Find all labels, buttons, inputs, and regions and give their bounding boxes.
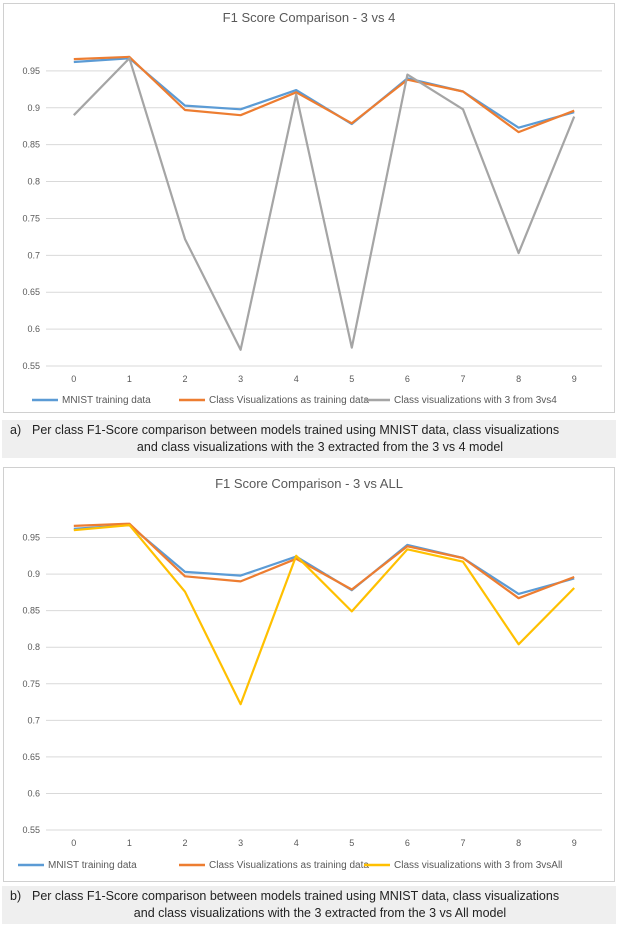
- x-tick-label: 5: [349, 838, 354, 848]
- x-tick-label: 8: [516, 838, 521, 848]
- series-line-2: [73, 55, 575, 134]
- x-tick-label: 9: [572, 374, 577, 384]
- y-tick-label: 0.9: [27, 103, 40, 113]
- x-tick-label: 6: [405, 838, 410, 848]
- x-tick-label: 2: [182, 838, 187, 848]
- y-tick-label: 0.7: [27, 715, 40, 725]
- x-tick-label: 6: [405, 374, 410, 384]
- y-tick-label: 0.75: [22, 213, 40, 223]
- caption-b-line2: and class visualizations with the 3 extr…: [133, 906, 507, 920]
- x-tick-label: 7: [460, 374, 465, 384]
- y-tick-label: 0.8: [27, 177, 40, 187]
- caption-a-line2: and class visualizations with the 3 extr…: [136, 440, 504, 454]
- chart-3vsall: F1 Score Comparison - 3 vs ALL 0.55 0.6 0.6…: [18, 476, 602, 871]
- x-tick-label: 0: [71, 838, 76, 848]
- y-tick-label: 0.8: [27, 642, 40, 652]
- x-tick-label: 1: [127, 838, 132, 848]
- y-tick-label: 0.75: [22, 679, 40, 689]
- y-tick-label: 0.55: [22, 361, 40, 371]
- y-tick-label: 0.6: [27, 324, 40, 334]
- series-line-3: [73, 523, 575, 706]
- x-tick-label: 0: [71, 374, 76, 384]
- y-tick-label: 0.9: [27, 569, 40, 579]
- series-line-3: [73, 57, 576, 351]
- chart-title: F1 Score Comparison - 3 vs ALL: [215, 476, 403, 491]
- x-tick-label: 4: [294, 374, 299, 384]
- caption-a-prefix: a): [10, 423, 22, 437]
- x-tick-label: 3: [238, 374, 243, 384]
- x-tick-label: 7: [460, 838, 465, 848]
- y-tick-label: 0.85: [22, 606, 40, 616]
- caption-b: b) Per class F1-Score comparison between…: [2, 886, 616, 924]
- x-tick-label: 8: [516, 374, 521, 384]
- caption-b-prefix: b): [10, 889, 22, 903]
- y-tick-label: 0.65: [22, 287, 40, 297]
- legend-label: MNIST training data: [62, 395, 151, 406]
- chart-3vs4: F1 Score Comparison - 3 vs 4 0.55 0.6 0.65 0…: [22, 10, 602, 406]
- y-tick-label: 0.6: [27, 788, 40, 798]
- chart-panel-3vsall: F1 Score Comparison - 3 vs ALL 0.55 0.6 0.6…: [3, 467, 615, 882]
- caption-a: a) Per class F1-Score comparison between…: [2, 420, 616, 458]
- y-tick-label: 0.65: [22, 752, 40, 762]
- chart-title: F1 Score Comparison - 3 vs 4: [223, 10, 396, 25]
- legend-label: Class visualizations with 3 from 3vs4: [394, 395, 557, 406]
- x-tick-label: 4: [294, 838, 299, 848]
- y-tick-label: 0.95: [22, 66, 40, 76]
- y-tick-label: 0.55: [22, 825, 40, 835]
- legend-label: Class Visualizations as training data: [209, 395, 369, 406]
- y-tick-label: 0.95: [22, 533, 40, 543]
- x-tick-label: 2: [182, 374, 187, 384]
- y-tick-label: 0.85: [22, 140, 40, 150]
- y-tick-label: 0.7: [27, 250, 40, 260]
- series-line-2: [73, 522, 575, 600]
- legend-label: MNIST training data: [48, 860, 137, 871]
- chart-panel-3vs4: F1 Score Comparison - 3 vs 4 0.55 0.6 0.65 0…: [3, 3, 615, 413]
- legend-label: Class Visualizations as training data: [209, 860, 369, 871]
- caption-b-line1: Per class F1-Score comparison between mo…: [32, 889, 560, 903]
- x-tick-label: 9: [572, 838, 577, 848]
- caption-a-line1: Per class F1-Score comparison between mo…: [32, 423, 560, 437]
- x-tick-label: 5: [349, 374, 354, 384]
- x-tick-label: 3: [238, 838, 243, 848]
- x-tick-label: 1: [127, 374, 132, 384]
- legend-label: Class visualizations with 3 from 3vsAll: [394, 860, 562, 871]
